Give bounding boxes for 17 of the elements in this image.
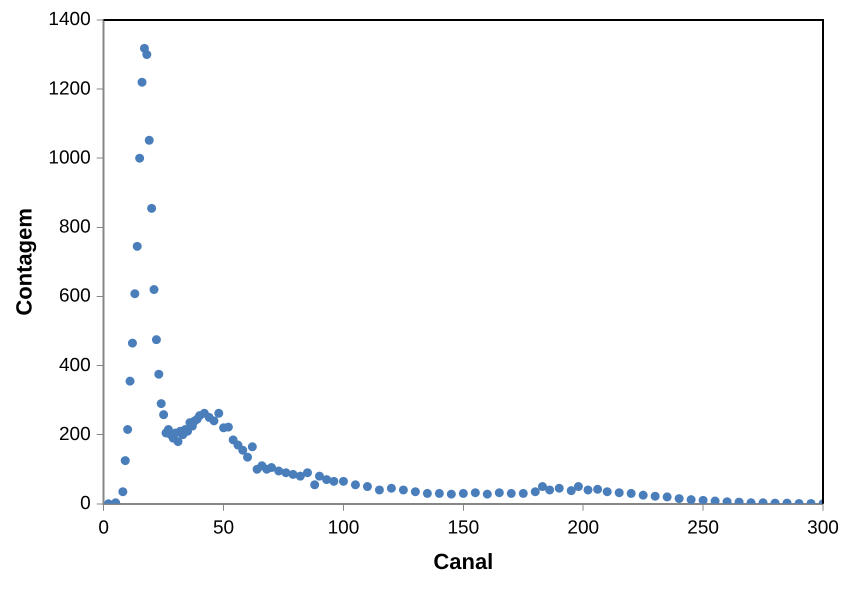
x-tick-label: 0 (98, 517, 109, 538)
x-tick-label: 200 (567, 517, 600, 538)
y-tick-label: 1200 (48, 78, 91, 100)
x-tick-label: 150 (447, 517, 480, 538)
x-tick-label: 300 (807, 517, 839, 538)
y-tick-label: 400 (58, 354, 91, 376)
y-tick-label: 600 (58, 286, 91, 307)
y-tick-label: 1000 (48, 147, 91, 168)
x-tick-label: 50 (212, 517, 234, 538)
y-tick-label: 800 (58, 216, 91, 238)
x-axis-title: Canal (433, 548, 494, 574)
y-tick-label: 1400 (48, 9, 91, 30)
y-tick-label: 0 (80, 493, 91, 514)
x-tick-label: 250 (687, 517, 719, 538)
y-axis-title: Contagem (11, 208, 36, 316)
y-tick-label: 200 (58, 424, 91, 445)
x-tick-label: 100 (328, 517, 360, 538)
